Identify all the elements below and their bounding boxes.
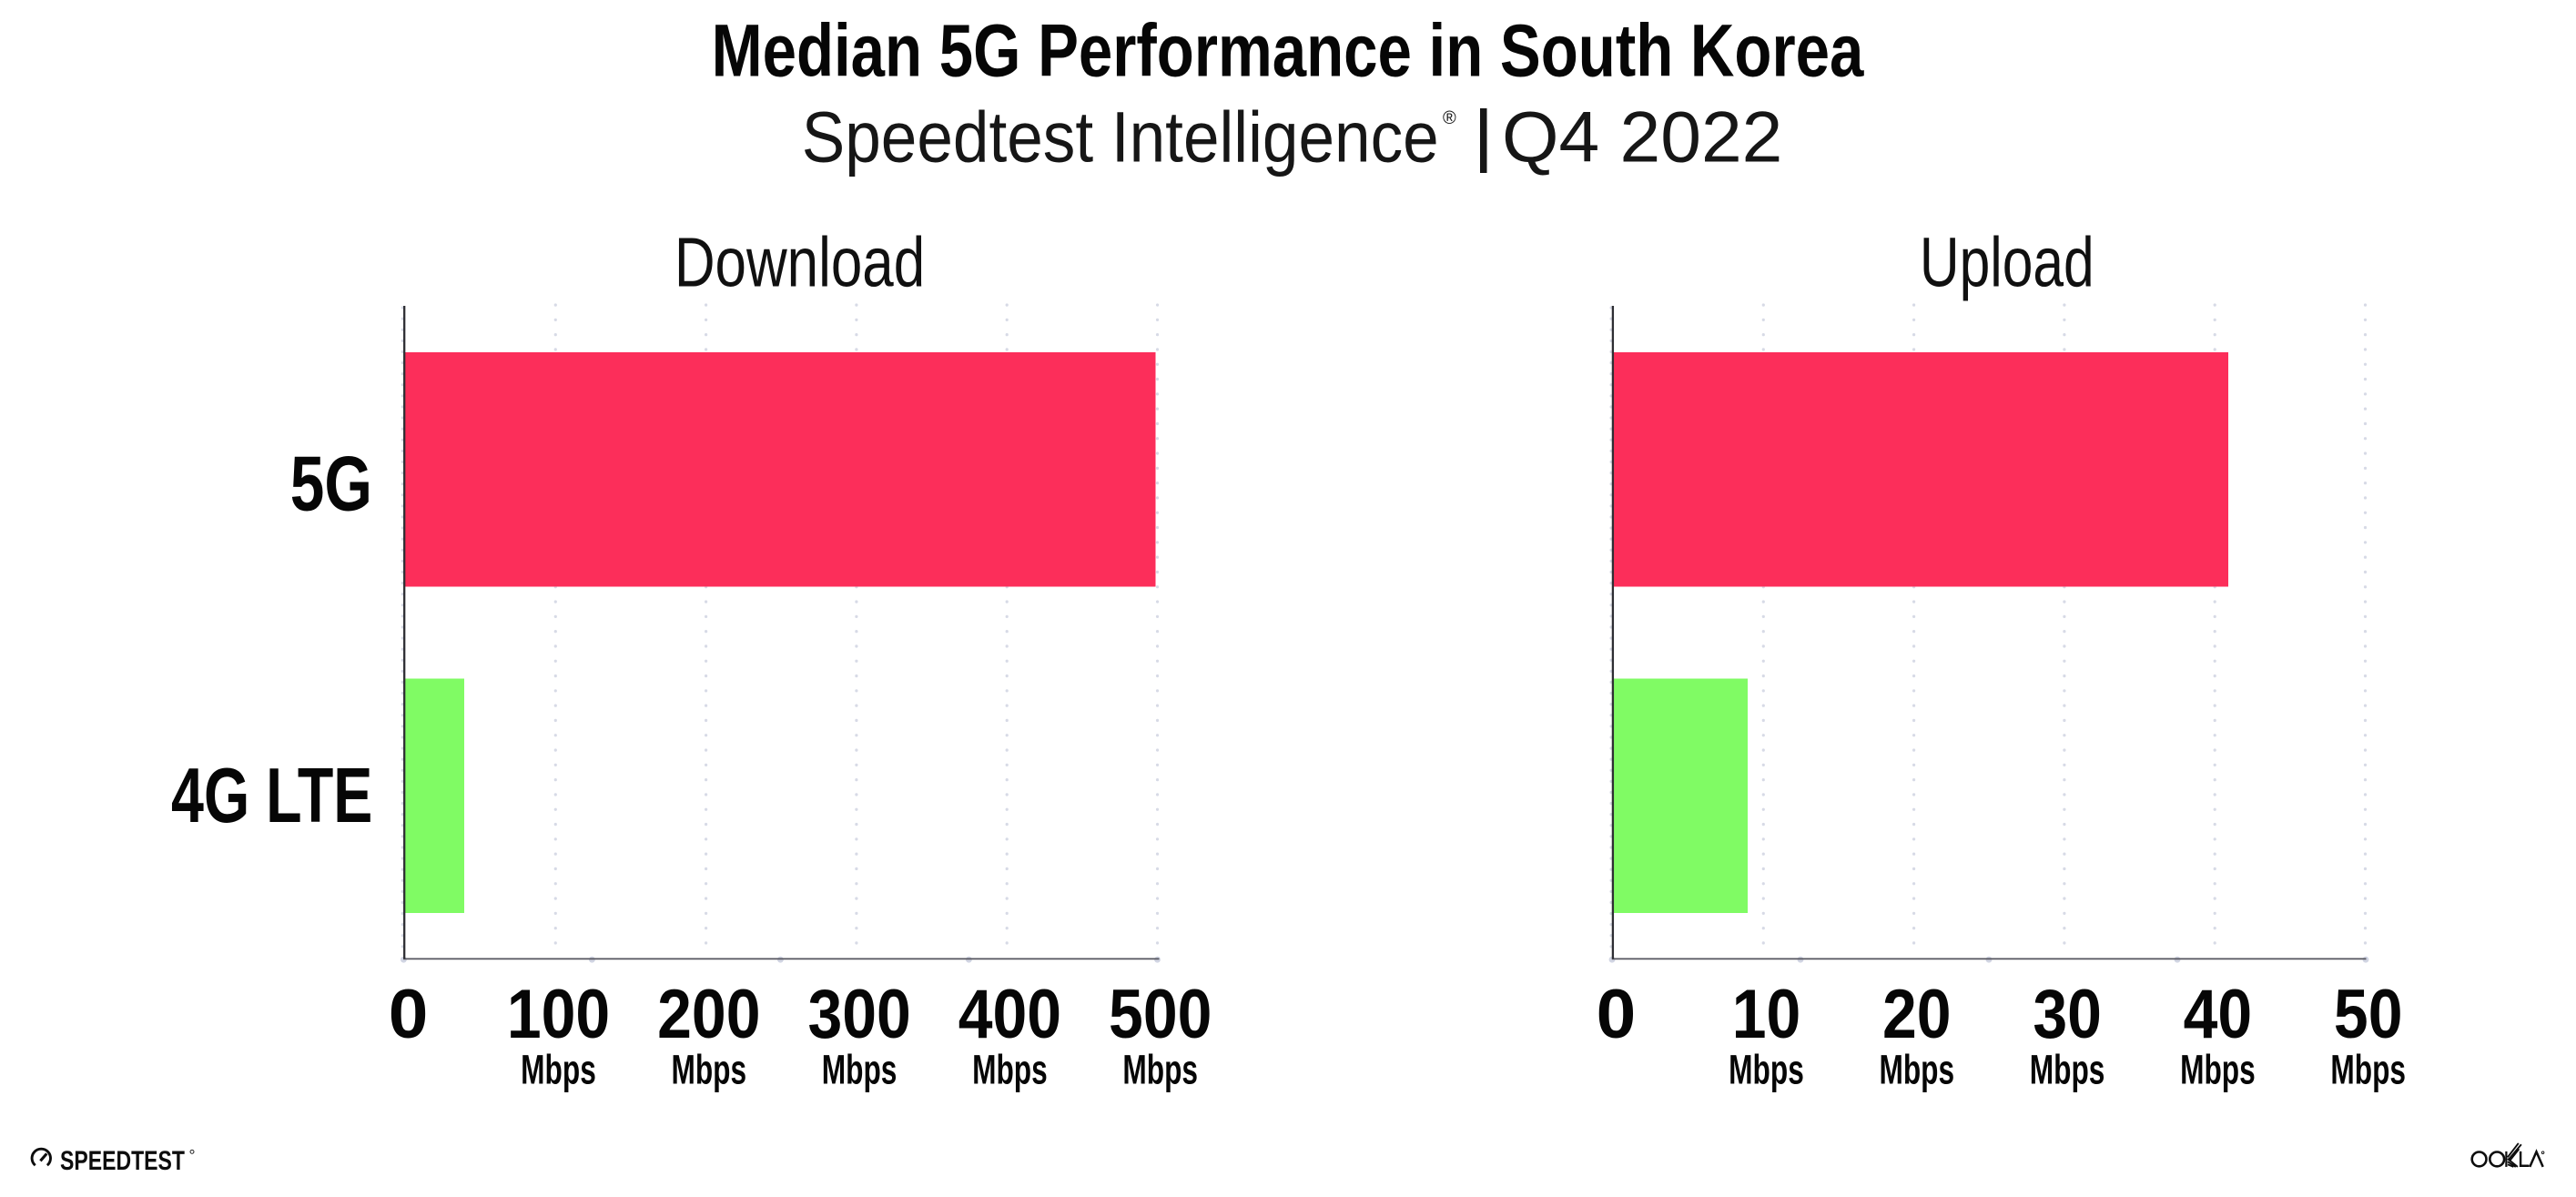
svg-text:Mbps: Mbps — [1122, 1048, 1198, 1093]
svg-text:Mbps: Mbps — [2180, 1048, 2256, 1093]
svg-text:®: ® — [1443, 108, 1456, 128]
svg-text:Median 5G Performance in South: Median 5G Performance in South Korea — [712, 8, 1865, 92]
svg-text:Mbps: Mbps — [2030, 1048, 2105, 1093]
svg-text:0: 0 — [389, 976, 429, 1053]
svg-text:200: 200 — [657, 977, 760, 1053]
svg-text:300: 300 — [807, 977, 910, 1053]
svg-text:0: 0 — [1597, 976, 1637, 1053]
svg-text:Q4 2022: Q4 2022 — [1502, 96, 1782, 177]
svg-text:Speedtest Intelligence: Speedtest Intelligence — [802, 96, 1439, 177]
svg-text:Mbps: Mbps — [671, 1048, 746, 1093]
svg-text:Mbps: Mbps — [1879, 1048, 1954, 1093]
svg-text:Download: Download — [674, 223, 925, 301]
svg-text:30: 30 — [2033, 977, 2102, 1053]
svg-text:40: 40 — [2184, 977, 2253, 1053]
svg-text:Mbps: Mbps — [521, 1048, 596, 1093]
svg-text:Upload: Upload — [1920, 222, 2094, 301]
svg-text:500: 500 — [1109, 977, 1212, 1053]
svg-text:100: 100 — [507, 977, 610, 1053]
svg-text:400: 400 — [958, 977, 1061, 1053]
svg-text:Mbps: Mbps — [822, 1048, 898, 1093]
svg-text:SPEEDTEST: SPEEDTEST — [60, 1145, 186, 1176]
svg-text:Mbps: Mbps — [1729, 1048, 1804, 1093]
svg-text:5G: 5G — [290, 441, 372, 528]
svg-text:20: 20 — [1882, 977, 1952, 1053]
svg-text:10: 10 — [1732, 977, 1801, 1053]
svg-text:4G LTE: 4G LTE — [171, 752, 372, 839]
svg-text:Mbps: Mbps — [972, 1048, 1048, 1093]
svg-text:50: 50 — [2334, 977, 2403, 1053]
svg-text:Mbps: Mbps — [2330, 1048, 2406, 1093]
